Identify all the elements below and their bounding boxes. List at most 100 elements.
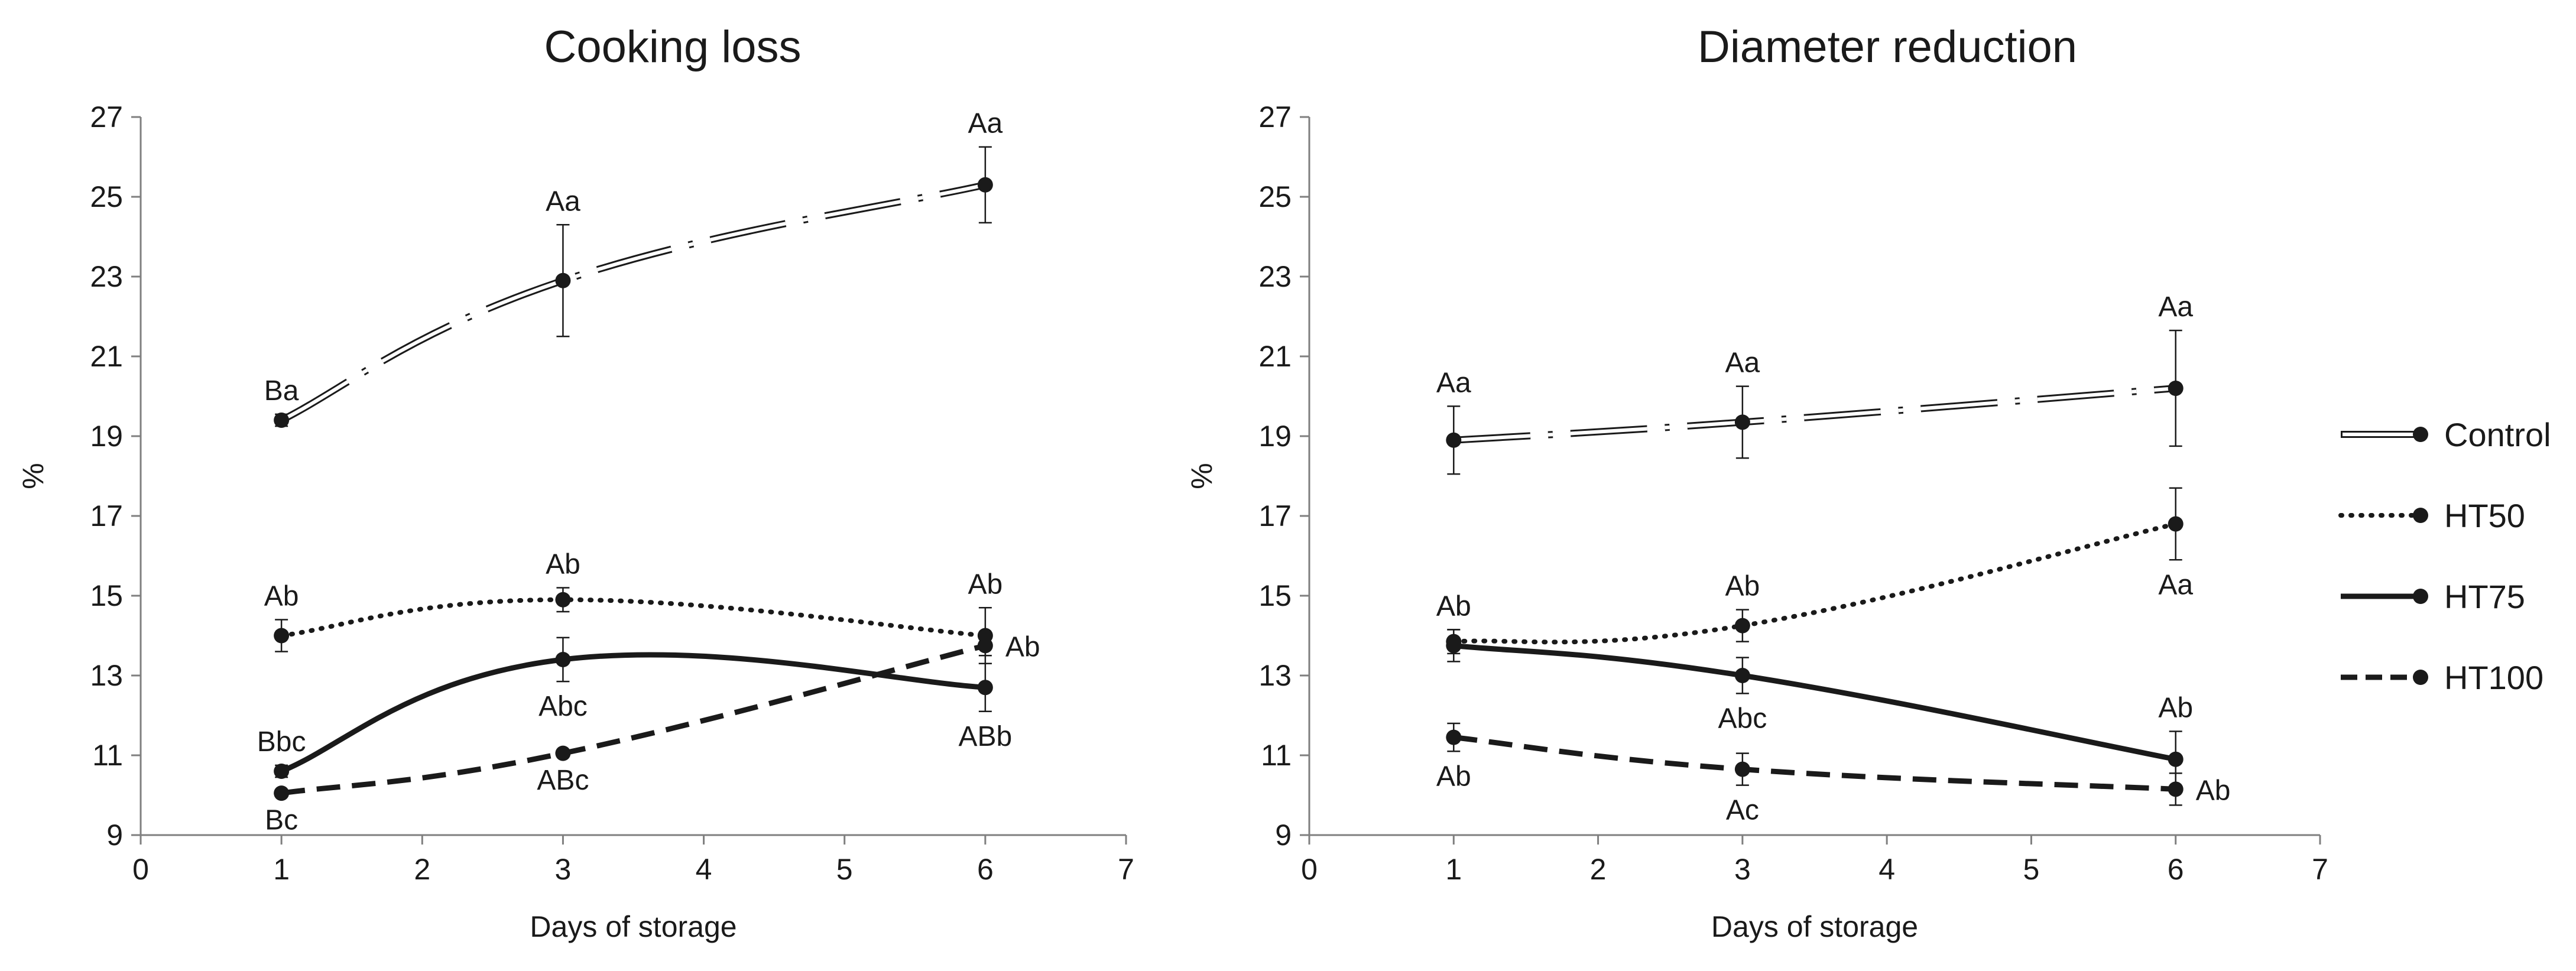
x-tick-label: 3 bbox=[555, 853, 572, 886]
data-point bbox=[1446, 729, 1462, 745]
data-point bbox=[977, 177, 993, 193]
x-tick-label: 7 bbox=[1118, 853, 1134, 886]
data-label: Ba bbox=[264, 375, 299, 407]
x-tick-label: 5 bbox=[836, 853, 853, 886]
data-point bbox=[1734, 618, 1750, 634]
series-line-inner-control bbox=[1454, 387, 2176, 442]
y-tick-label: 15 bbox=[90, 579, 123, 612]
data-point bbox=[1446, 432, 1462, 448]
x-axis-label: Days of storage bbox=[1711, 910, 1918, 943]
data-label: Ab bbox=[968, 569, 1003, 600]
data-point bbox=[274, 764, 290, 779]
data-label: Ab bbox=[2158, 693, 2193, 724]
series-line-ht100 bbox=[1453, 735, 2176, 792]
y-tick-label: 21 bbox=[1258, 340, 1292, 373]
data-point bbox=[977, 680, 993, 696]
x-tick-label: 2 bbox=[414, 853, 430, 886]
legend-marker bbox=[2413, 427, 2428, 442]
data-label: Aa bbox=[2158, 291, 2193, 323]
data-label: Bc bbox=[265, 805, 298, 836]
data-point bbox=[555, 592, 571, 608]
data-label: Ab bbox=[1436, 761, 1471, 792]
x-tick-label: 6 bbox=[2168, 853, 2184, 886]
data-label: Ab bbox=[1725, 571, 1760, 602]
legend-marker bbox=[2413, 589, 2428, 604]
data-point bbox=[274, 413, 290, 428]
y-tick-label: 27 bbox=[1258, 100, 1292, 134]
y-tick-label: 11 bbox=[92, 739, 123, 772]
legend-marker bbox=[2413, 508, 2428, 523]
y-axis-label: % bbox=[17, 463, 50, 489]
data-point bbox=[555, 652, 571, 667]
data-point bbox=[1734, 668, 1750, 683]
y-tick-label: 23 bbox=[90, 260, 123, 293]
data-label: Ab bbox=[264, 581, 299, 612]
data-label: Aa bbox=[1436, 367, 1471, 398]
y-tick-label: 27 bbox=[90, 100, 123, 134]
legend-label-ht75: HT75 bbox=[2444, 578, 2525, 615]
series-line-control bbox=[280, 181, 987, 424]
series-line-ht100 bbox=[281, 643, 986, 796]
y-tick-label: 15 bbox=[1258, 579, 1292, 612]
data-point bbox=[1734, 414, 1750, 430]
data-point bbox=[1446, 638, 1462, 654]
data-point bbox=[2168, 751, 2184, 767]
data-label: Ab bbox=[1005, 631, 1040, 663]
x-tick-label: 7 bbox=[2312, 853, 2328, 886]
x-axis-label: Days of storage bbox=[530, 910, 737, 943]
data-point bbox=[274, 785, 290, 801]
y-tick-label: 25 bbox=[1258, 180, 1292, 213]
y-tick-label: 21 bbox=[90, 340, 123, 373]
legend: Control HT50 HT75 HT100 bbox=[2338, 416, 2551, 696]
x-tick-label: 6 bbox=[977, 853, 994, 886]
data-point bbox=[2168, 381, 2184, 396]
data-point bbox=[274, 628, 290, 644]
data-label: Abc bbox=[538, 691, 588, 722]
y-tick-label: 17 bbox=[1258, 499, 1292, 532]
data-label: Ac bbox=[1726, 795, 1759, 826]
chart-title: Diameter reduction bbox=[1698, 22, 2077, 72]
data-point bbox=[2168, 516, 2184, 532]
series-line-ht75 bbox=[1453, 642, 2176, 762]
data-label: Ab bbox=[1436, 590, 1471, 622]
y-tick-label: 13 bbox=[1258, 659, 1292, 692]
series-line-ht50 bbox=[279, 597, 988, 638]
y-tick-label: 11 bbox=[1261, 739, 1292, 772]
y-tick-label: 25 bbox=[90, 180, 123, 213]
y-tick-label: 17 bbox=[90, 499, 123, 532]
data-label: Bbc bbox=[257, 726, 306, 758]
series-line-inner-control bbox=[280, 183, 986, 422]
x-tick-label: 3 bbox=[1734, 853, 1751, 886]
data-label: ABc bbox=[537, 765, 589, 796]
y-tick-label: 23 bbox=[1258, 260, 1292, 293]
x-tick-label: 4 bbox=[696, 853, 712, 886]
x-tick-label: 2 bbox=[1590, 853, 1607, 886]
data-label: Aa bbox=[2158, 569, 2193, 600]
x-tick-label: 5 bbox=[2023, 853, 2040, 886]
y-tick-label: 9 bbox=[106, 819, 123, 852]
data-label: Ab bbox=[1436, 590, 1471, 622]
y-tick-label: 9 bbox=[1275, 819, 1292, 852]
legend-marker bbox=[2413, 670, 2428, 685]
data-label: Aa bbox=[546, 186, 580, 217]
legend-label-ht100: HT100 bbox=[2444, 659, 2543, 696]
y-tick-label: 19 bbox=[90, 420, 123, 453]
legend-label-control: Control bbox=[2444, 416, 2551, 453]
x-tick-label: 1 bbox=[1445, 853, 1462, 886]
data-label: Abc bbox=[1718, 703, 1767, 734]
series-line-ht50 bbox=[1451, 521, 2178, 645]
data-label: ABb bbox=[958, 721, 1012, 752]
x-tick-label: 4 bbox=[1879, 853, 1895, 886]
x-tick-label: 1 bbox=[273, 853, 290, 886]
data-point bbox=[1734, 761, 1750, 777]
x-tick-label: 0 bbox=[132, 853, 149, 886]
x-tick-label: 0 bbox=[1301, 853, 1318, 886]
data-point bbox=[555, 272, 571, 288]
data-label: Aa bbox=[1725, 348, 1760, 379]
y-tick-label: 13 bbox=[90, 659, 123, 692]
data-point bbox=[2168, 781, 2184, 797]
data-point bbox=[977, 638, 993, 654]
y-tick-label: 19 bbox=[1258, 420, 1292, 453]
legend-label-ht50: HT50 bbox=[2444, 497, 2525, 534]
